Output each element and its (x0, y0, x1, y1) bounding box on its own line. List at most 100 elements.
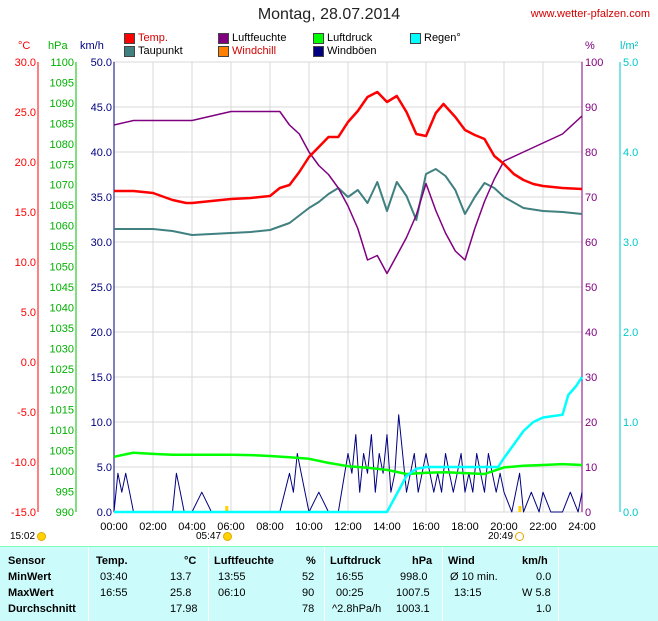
hpa-tick-label: 1035 (50, 323, 74, 335)
chart-title: Montag, 28.07.2014 (257, 6, 401, 23)
kmh-tick-label: 45.0 (91, 102, 112, 114)
percent-tick-label: 40 (585, 327, 597, 339)
row-max-wind-time: 13:15 (454, 587, 482, 599)
header-temp: Temp. (96, 555, 128, 567)
percent-tick-label: 90 (585, 102, 597, 114)
series-line (113, 451, 583, 476)
series-line (114, 90, 583, 205)
hpa-tick-label: 1075 (50, 159, 74, 171)
legend-label: Regen° (424, 32, 461, 44)
row-min-press-time: 16:55 (336, 571, 364, 583)
rain-tick-label: 0.0 (623, 507, 638, 519)
rain-tick-label: 4.0 (623, 147, 638, 159)
x-tick-label: 14:00 (373, 521, 401, 533)
celsius-tick-label: 20.0 (15, 157, 36, 169)
row-avg-press-val: 1003.1 (396, 603, 430, 615)
sunrise-mark-time: 15:02 (10, 531, 36, 542)
percent-tick-label: 10 (585, 462, 597, 474)
celsius-tick-label: 0.0 (21, 357, 36, 369)
legend-item: Luftfeuchte (218, 32, 286, 44)
header-temp-unit: °C (184, 555, 197, 567)
kmh-tick-label: 20.0 (91, 327, 112, 339)
header-pressure-unit: hPa (412, 555, 433, 567)
hpa-tick-label: 1095 (50, 77, 74, 89)
x-tick-label: 10:00 (295, 521, 323, 533)
row-min-hum-val: 52 (302, 571, 315, 583)
hpa-tick-label: 1025 (50, 364, 74, 376)
percent-tick-label: 70 (585, 192, 597, 204)
hpa-tick-label: 1060 (50, 221, 74, 233)
row-min-temp-val: 13.7 (170, 571, 192, 583)
sunset-time: 20:49 (488, 531, 514, 542)
x-tick-label: 18:00 (451, 521, 479, 533)
row-min-label: MinWert (8, 571, 52, 583)
celsius-tick-label: -10.0 (11, 457, 36, 469)
celsius-tick-label: 10.0 (15, 257, 36, 269)
x-tick-label: 12:00 (334, 521, 362, 533)
kmh-tick-label: 40.0 (91, 147, 112, 159)
kmh-tick-label: 35.0 (91, 192, 112, 204)
unit-percent: % (585, 40, 595, 52)
sunset-icon (515, 532, 525, 541)
x-tick-label: 08:00 (256, 521, 284, 533)
series-line (114, 168, 583, 236)
row-avg-hum-val: 78 (302, 603, 315, 615)
celsius-tick-label: 25.0 (15, 107, 36, 119)
legend-item: Temp. (124, 32, 168, 44)
legend-item: Taupunkt (124, 45, 183, 57)
row-min-hum-time: 13:55 (218, 571, 246, 583)
kmh-tick-label: 15.0 (91, 372, 112, 384)
rain-tick-label: 2.0 (623, 327, 638, 339)
hpa-tick-label: 1010 (50, 425, 74, 437)
hpa-tick-label: 990 (56, 507, 74, 519)
hpa-tick-label: 1005 (50, 446, 74, 458)
x-tick-label: 16:00 (412, 521, 440, 533)
series-line (114, 376, 584, 514)
rain-tick-label: 5.0 (623, 57, 638, 69)
hpa-tick-label: 1090 (50, 98, 74, 110)
legend-item: Windböen (313, 45, 377, 57)
percent-tick-label: 60 (585, 237, 597, 249)
header-humidity: Luftfeuchte (214, 555, 274, 567)
sunrise-icon (223, 532, 233, 541)
rain-tick-label: 1.0 (623, 417, 638, 429)
row-avg-press-time: ^2.8hPa/h (332, 603, 382, 615)
legend-swatch (124, 32, 135, 44)
row-avg-temp-val: 17.98 (170, 603, 198, 615)
stats-table: Sensor Temp. °C Luftfeuchte % Luftdruck … (0, 546, 658, 621)
header-wind-unit: km/h (522, 555, 548, 567)
x-tick-label: 20:00 (490, 521, 518, 533)
x-tick-label: 00:00 (100, 521, 128, 533)
header-pressure: Luftdruck (330, 555, 381, 567)
row-avg-wind-val: 1.0 (536, 603, 552, 615)
legend-swatch (218, 32, 229, 44)
legend-item: Regen° (410, 32, 461, 44)
row-avg-label: Durchschnitt (8, 603, 76, 615)
row-max-press-time: 00:25 (336, 587, 364, 599)
hpa-tick-label: 1020 (50, 384, 74, 396)
unit-rain: l/m² (620, 40, 639, 52)
kmh-tick-label: 30.0 (91, 237, 112, 249)
percent-tick-label: 80 (585, 147, 597, 159)
legend-item: Luftdruck (313, 32, 372, 44)
website-link[interactable]: www.wetter-pfalzen.com (530, 8, 650, 20)
legend-swatch (313, 45, 324, 57)
hpa-tick-label: 1080 (50, 139, 74, 151)
row-max-label: MaxWert (8, 587, 54, 599)
x-tick-label: 06:00 (217, 521, 245, 533)
series-line (113, 110, 583, 275)
row-max-hum-time: 06:10 (218, 587, 246, 599)
legend-label: Windböen (327, 45, 377, 57)
celsius-tick-label: 15.0 (15, 207, 36, 219)
percent-tick-label: 30 (585, 372, 597, 384)
header-wind: Wind (448, 555, 475, 567)
unit-kmh: km/h (80, 40, 104, 52)
series-line (113, 414, 583, 513)
legend-swatch (313, 32, 324, 44)
legend-swatch (124, 45, 135, 57)
row-min-wind-time: Ø 10 min. (450, 571, 498, 583)
legend-item: Windchill (218, 45, 276, 57)
row-min-temp-time: 03:40 (100, 571, 128, 583)
x-tick-label: 24:00 (568, 521, 596, 533)
unit-celsius: °C (18, 40, 31, 52)
